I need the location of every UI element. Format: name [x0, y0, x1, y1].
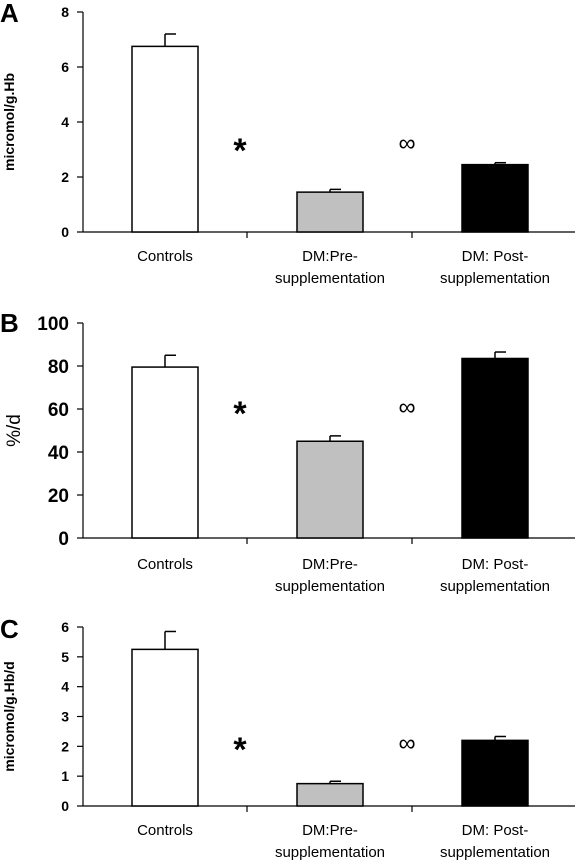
y-tick-label: 60: [48, 400, 69, 421]
y-tick-label: 20: [48, 486, 69, 507]
bar: [131, 366, 199, 539]
y-tick-label: 3: [61, 709, 69, 725]
y-axis-label: micromol/g.Hb/d: [1, 661, 17, 771]
y-tick-label: 6: [61, 619, 69, 635]
x-tick-label: Controls: [137, 556, 193, 573]
bar: [461, 739, 529, 807]
significance-infinity: ∞: [398, 730, 415, 757]
x-tick-label: DM:Pre-supplementation: [275, 822, 385, 861]
bar: [131, 648, 199, 807]
y-axis-label: %/d: [4, 414, 25, 447]
x-tick-label: DM: Post-supplementation: [440, 822, 550, 861]
bar: [296, 440, 364, 539]
bar: [461, 163, 529, 233]
y-tick-label: 80: [48, 357, 69, 378]
y-tick-label: 5: [61, 649, 69, 665]
y-tick-label: 2: [61, 738, 69, 754]
y-tick-label: 8: [61, 4, 69, 20]
x-tick-label: DM: Post-supplementation: [440, 248, 550, 287]
x-tick-label: DM:Pre-supplementation: [275, 556, 385, 595]
bar: [296, 782, 364, 807]
y-tick-label: 0: [58, 529, 69, 550]
chart-panel-a: A 0 2 4 6 8 micromol/g.Hb Controls DM:Pre-supple…: [0, 0, 575, 287]
panel-label: B: [0, 308, 19, 338]
y-tick-label: 0: [61, 798, 69, 814]
significance-infinity: ∞: [398, 394, 415, 421]
x-tick-label: DM: Post-supplementation: [440, 556, 550, 595]
y-tick-label: 6: [61, 59, 69, 75]
y-tick-label: 40: [48, 443, 69, 464]
y-tick-label: 4: [61, 114, 69, 130]
significance-star: *: [233, 395, 247, 433]
panel-label: C: [0, 614, 19, 644]
significance-star: *: [233, 731, 247, 769]
y-tick-label: 100: [37, 314, 69, 335]
x-tick-label: DM:Pre-supplementation: [275, 248, 385, 287]
bar: [461, 357, 529, 539]
x-tick-label: Controls: [137, 822, 193, 839]
significance-infinity: ∞: [398, 130, 415, 157]
y-tick-label: 0: [61, 224, 69, 240]
y-tick-label: 4: [61, 679, 69, 695]
y-tick-label: 1: [61, 768, 69, 784]
significance-star: *: [233, 132, 247, 170]
chart-panel-b: B 0 20 40 60 80 100 %/d Controls DM:Pre-supplemen…: [0, 308, 575, 595]
chart-panel-c: C 0 1 2 3 4 5 6 micromol/g.Hb/d Controls DM:Pre-su…: [0, 614, 575, 861]
bar: [131, 45, 199, 233]
y-axis-label: micromol/g.Hb: [1, 73, 17, 171]
y-tick-label: 2: [61, 169, 69, 185]
panel-label: A: [0, 0, 19, 28]
bar: [296, 191, 364, 233]
x-tick-label: Controls: [137, 248, 193, 265]
